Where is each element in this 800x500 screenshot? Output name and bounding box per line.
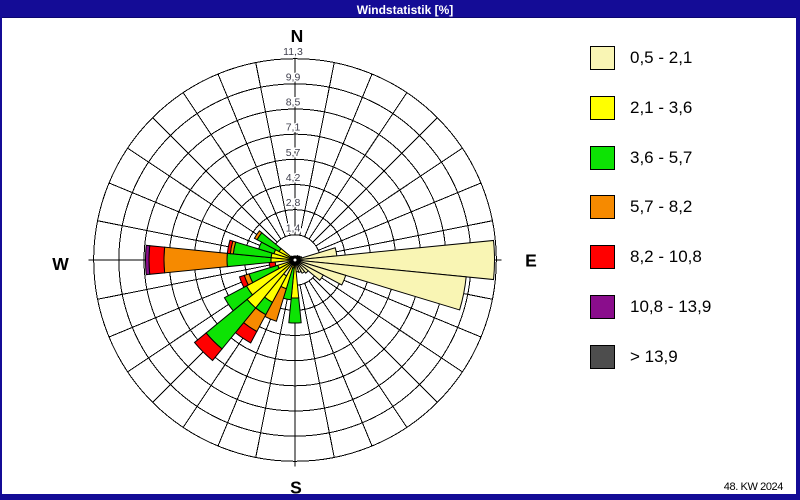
- svg-text:7,1: 7,1: [286, 122, 301, 134]
- svg-text:S: S: [290, 478, 302, 498]
- svg-text:2,8: 2,8: [286, 197, 301, 209]
- svg-text:1,4: 1,4: [286, 222, 301, 234]
- svg-text:11,3: 11,3: [283, 46, 303, 58]
- svg-text:W: W: [52, 254, 69, 274]
- svg-text:N: N: [291, 26, 304, 46]
- svg-text:5,7: 5,7: [286, 147, 301, 159]
- svg-text:8,5: 8,5: [286, 97, 301, 109]
- svg-text:E: E: [525, 251, 537, 271]
- svg-text:4,2: 4,2: [286, 172, 301, 184]
- svg-text:9,9: 9,9: [286, 71, 301, 83]
